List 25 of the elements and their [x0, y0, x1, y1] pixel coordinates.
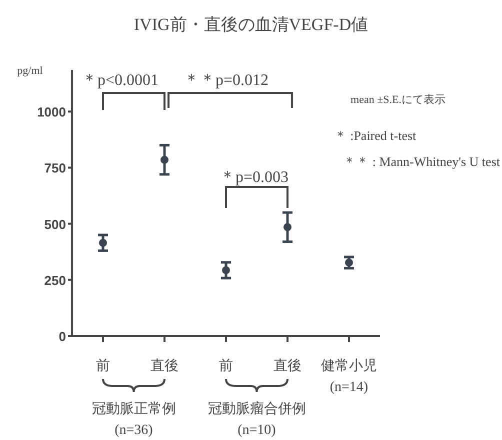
text: 冠動脈瘤合併例 (n=10)	[208, 401, 306, 438]
y-tick-label: 1000	[37, 104, 66, 120]
annotation: ＊＊ : Mann-Whitney's U test	[343, 154, 500, 169]
text: 冠動脈正常例 (n=36)	[92, 401, 176, 438]
annotation: ＊p=0.003	[219, 169, 289, 186]
annotation: ＊ :Paired t-test	[334, 128, 417, 143]
x-tick-label: 直後	[150, 358, 178, 374]
point	[284, 223, 292, 232]
y-tick-label: 0	[58, 329, 66, 344]
point	[160, 156, 168, 164]
x-tick-label: 前	[96, 358, 110, 374]
point	[99, 238, 107, 247]
x-tick-label: 直後	[274, 358, 302, 374]
x-tick-label: 健常小児 (n=14)	[321, 358, 377, 395]
x-tick-label: 前	[219, 358, 233, 374]
y-tick-label: 250	[44, 272, 66, 288]
y-axis-title: pg/ml	[17, 65, 43, 77]
point	[345, 258, 353, 267]
y-tick-label: 750	[44, 160, 66, 176]
annotation: mean ±S.E.にて表示	[350, 93, 446, 106]
point	[222, 266, 230, 274]
y-tick-label: 500	[44, 216, 66, 232]
chart-title: IVIG前・直後の血清VEGF-D値	[134, 15, 368, 34]
annotation: ＊p<0.0001	[81, 72, 159, 89]
annotation: ＊＊p=0.012	[183, 72, 269, 89]
